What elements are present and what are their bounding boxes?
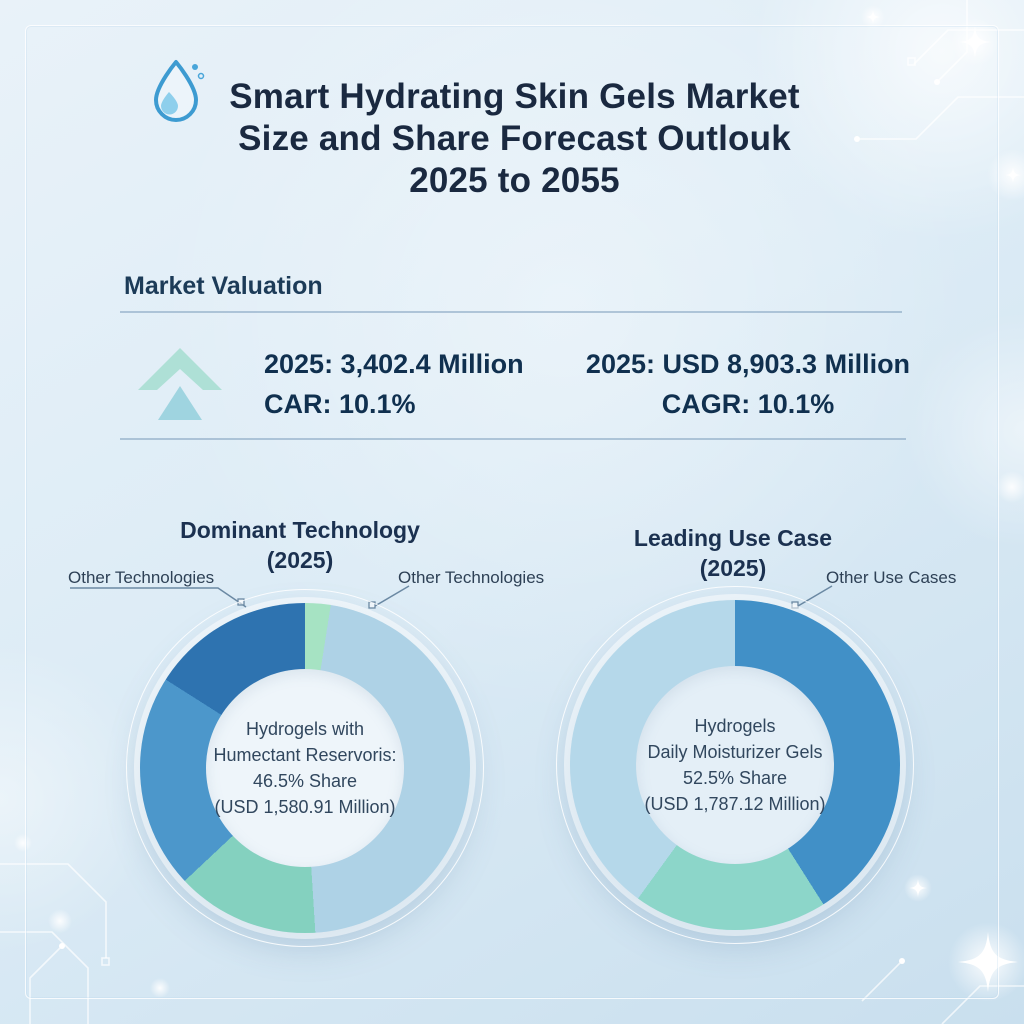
chart-title-dominant-technology: Dominant Technology (2025) — [150, 515, 450, 575]
metric-1-growth: CAR: 10.1% — [264, 389, 416, 419]
metric-2-growth: CAGR: 10.1% — [661, 389, 835, 419]
center-line: Hydrogels — [694, 716, 776, 736]
circuit-decoration-bottom-left — [0, 863, 110, 1024]
center-line: Daily Moisturizer Gels — [647, 742, 823, 762]
chart-dominant-technology: Dominant Technology (2025) Other Technol… — [60, 515, 550, 955]
callout-other-technologies-right: Other Technologies — [398, 568, 545, 587]
valuation-metric-1: 2025: 3,402.4 Million CAR: 10.1% — [264, 344, 524, 424]
divider-line-top — [120, 311, 902, 313]
metric-2-value: 2025: USD 8,903.3 Million — [585, 349, 911, 379]
up-trend-chevron-icon — [138, 348, 222, 420]
center-line: (USD 1,580.91 Million) — [214, 797, 396, 817]
border-frame — [25, 25, 999, 999]
center-line: Humectant Reservoris: — [213, 745, 397, 765]
callout-other-technologies-left: Other Technologies — [68, 568, 215, 587]
chart-leading-use-case: Leading Use Case (2025) Other Use Cases … — [555, 515, 1005, 955]
donut-center-text: Hydrogels with Humectant Reservoris: 46.… — [213, 716, 396, 820]
center-line: 52.5% Share — [682, 768, 788, 788]
donut-chart-dominant-technology: Hydrogels with Humectant Reservoris: 46.… — [126, 589, 484, 947]
center-line: (USD 1,787.12 Million) — [644, 794, 826, 814]
callout-other-use-cases: Other Use Cases — [826, 568, 957, 587]
market-valuation-heading: Market Valuation — [124, 272, 323, 300]
valuation-metric-2: 2025: USD 8,903.3 Million CAGR: 10.1% — [578, 344, 918, 424]
page-title: Smart Hydrating Skin Gels Market Size an… — [62, 76, 967, 202]
center-line: Hydrogels with — [245, 719, 365, 739]
donut-center: Hydrogels Daily Moisturizer Gels 52.5% S… — [636, 666, 834, 864]
chart-title-year: (2025) — [699, 555, 767, 581]
donut-center-text: Hydrogels Daily Moisturizer Gels 52.5% S… — [644, 713, 825, 817]
title-line-3: 2025 to 2055 — [409, 161, 620, 200]
title-line-2: Size and Share Forecast Outlouk — [238, 119, 791, 158]
center-line: 46.5% Share — [252, 771, 358, 791]
chart-title-text: Dominant Technology — [180, 517, 420, 543]
title-line-1: Smart Hydrating Skin Gels Market — [229, 77, 800, 116]
donut-center: Hydrogels with Humectant Reservoris: 46.… — [206, 669, 404, 867]
divider-line-bottom — [120, 438, 906, 440]
chart-title-text: Leading Use Case — [633, 525, 833, 551]
metric-1-value: 2025: 3,402.4 Million — [264, 349, 524, 379]
donut-chart-leading-use-case: Hydrogels Daily Moisturizer Gels 52.5% S… — [556, 586, 914, 944]
water-drop-icon — [154, 60, 205, 122]
chart-title-year: (2025) — [266, 547, 334, 573]
chart-title-leading-use-case: Leading Use Case (2025) — [583, 523, 883, 583]
